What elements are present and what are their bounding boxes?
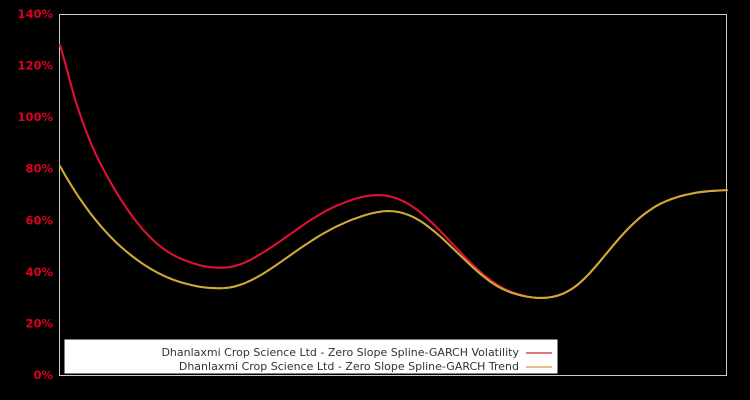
y-axis-tick-label: 20% — [25, 316, 53, 330]
y-axis-tick-label: 0% — [33, 368, 53, 382]
legend-item-label: Dhanlaxmi Crop Science Ltd - Zero Slope … — [179, 360, 519, 373]
y-axis-tick-label: 40% — [25, 265, 53, 279]
y-axis-tick-label: 100% — [17, 110, 53, 124]
legend-background — [64, 339, 558, 374]
y-axis-tick-labels: 0% 20% 40% 60% 80% 100% 120% 140% — [17, 7, 53, 382]
y-axis-tick-label: 140% — [17, 7, 53, 21]
y-axis-tick-label: 60% — [25, 213, 53, 227]
plot-frame — [59, 14, 727, 376]
series-group — [58, 43, 729, 299]
legend-item-label: Dhanlaxmi Crop Science Ltd - Zero Slope … — [161, 346, 519, 359]
legend: Dhanlaxmi Crop Science Ltd - Zero Slope … — [64, 339, 558, 374]
series-line-trend — [58, 165, 729, 299]
y-axis-tick-label: 80% — [25, 162, 53, 176]
y-axis-tick-label: 120% — [17, 59, 53, 73]
